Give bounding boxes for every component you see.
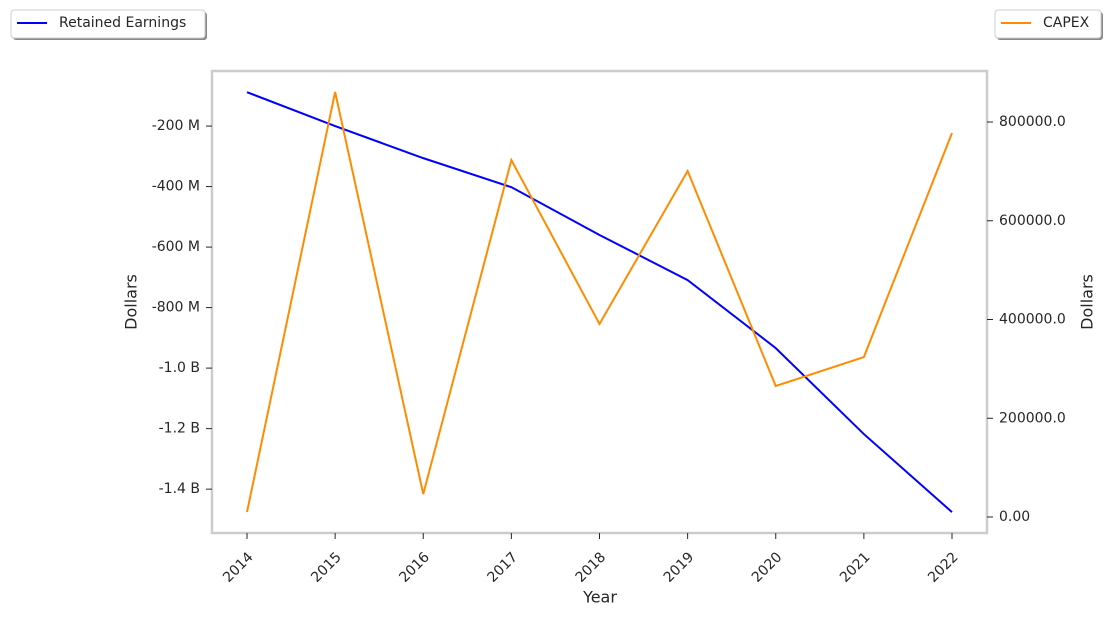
legend-label: Retained Earnings (59, 15, 186, 31)
y-tick-label: -400 M (152, 179, 200, 195)
y-tick-label: -1.0 B (159, 360, 200, 376)
y-tick-label: -200 M (152, 118, 200, 134)
legend-left: Retained Earnings (10, 9, 207, 40)
x-tick-label: 2020 (749, 549, 786, 586)
y2-axis-label: Dollars (1078, 274, 1097, 330)
plot-frame (210, 69, 989, 535)
y2-tick-label: 800000.0 (999, 114, 1066, 130)
y-tick-label: -800 M (152, 300, 200, 316)
x-tick-label: 2016 (396, 549, 433, 586)
y-axis-label: Dollars (122, 274, 141, 330)
x-axis-label: Year (582, 588, 617, 607)
y-tick-label: -1.4 B (159, 481, 200, 497)
legend-right: CAPEX (994, 9, 1103, 40)
x-tick-label: 2014 (220, 549, 257, 586)
x-tick-label: 2021 (837, 549, 874, 586)
x-tick-label: 2015 (308, 549, 345, 586)
y-tick-label: -600 M (152, 239, 200, 255)
legend-box (994, 9, 1102, 39)
y2-tick-label: 200000.0 (999, 410, 1066, 426)
y2-tick-label: 0.00 (999, 509, 1030, 525)
x-tick-label: 2019 (661, 549, 698, 586)
series-line (246, 91, 953, 513)
x-tick-label: 2018 (573, 549, 610, 586)
x-tick-label: 2017 (485, 549, 522, 586)
series-line (246, 91, 953, 513)
legend-box (10, 9, 206, 39)
y-tick-label: -1.2 B (159, 421, 200, 437)
y2-tick-label: 400000.0 (999, 312, 1066, 328)
x-tick-label: 2022 (925, 549, 962, 586)
y2-tick-label: 600000.0 (999, 213, 1066, 229)
legend-label: CAPEX (1043, 15, 1090, 31)
